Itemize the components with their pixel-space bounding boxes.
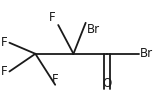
Text: F: F <box>52 73 58 86</box>
Text: Br: Br <box>87 23 100 36</box>
Text: O: O <box>102 77 112 90</box>
Text: Br: Br <box>140 47 153 60</box>
Text: F: F <box>1 65 8 78</box>
Text: F: F <box>1 36 8 49</box>
Text: F: F <box>49 11 55 24</box>
